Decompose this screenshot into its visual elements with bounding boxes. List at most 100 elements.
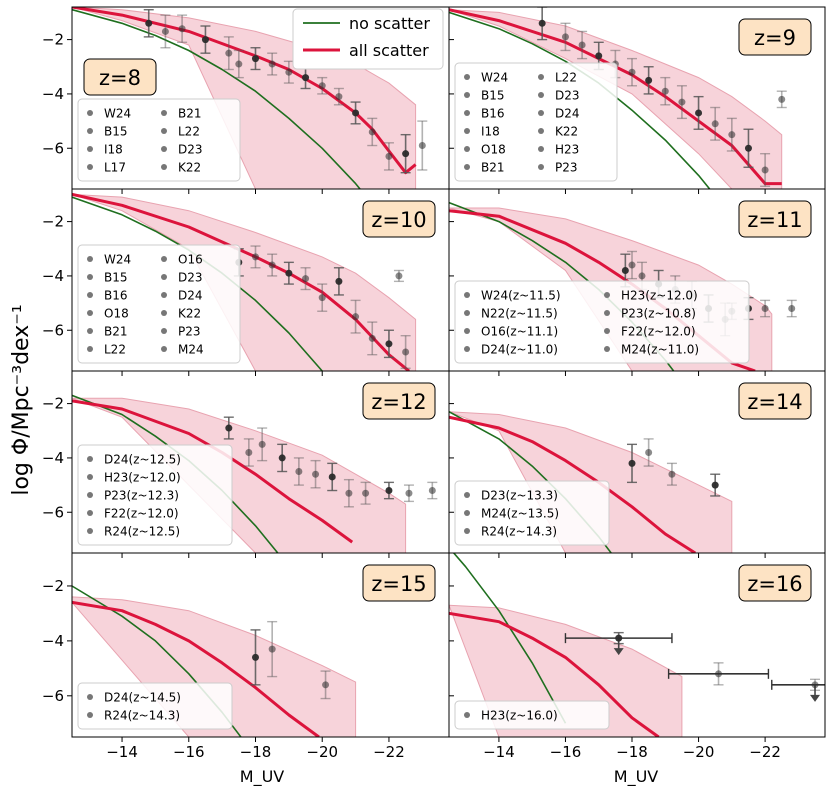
legend-marker bbox=[538, 128, 544, 134]
dataset-legend: W24 B15 I18 L17 B21 L22 D23 K22 bbox=[77, 98, 241, 182]
model-legend: no scatter all scatter bbox=[292, 8, 444, 70]
data-point bbox=[283, 60, 294, 84]
point-marker bbox=[761, 305, 769, 313]
legend-label: H23(z~16.0) bbox=[481, 709, 558, 723]
point-marker bbox=[225, 424, 233, 432]
plot-area bbox=[72, 192, 417, 371]
point-marker bbox=[318, 294, 326, 302]
data-point bbox=[393, 269, 404, 283]
no-scatter-line bbox=[72, 8, 362, 189]
point-marker bbox=[811, 681, 819, 689]
redshift-box bbox=[83, 58, 157, 96]
legend-marker bbox=[87, 110, 93, 116]
x-tick-label: −14 bbox=[106, 743, 138, 761]
data-point bbox=[710, 473, 721, 497]
legend-frame bbox=[77, 444, 233, 546]
all-scatter-line bbox=[449, 8, 782, 186]
data-point bbox=[350, 299, 361, 334]
panel-z-10: −2 −4 −6 z=10 W24 B15 B16 O18 B21 L22 O16 D23 D24 K22… bbox=[42, 188, 450, 376]
y-tick-label: −4 bbox=[42, 449, 64, 467]
point-marker bbox=[538, 19, 546, 27]
point-marker bbox=[201, 36, 209, 44]
redshift-label: z=12 bbox=[371, 390, 426, 414]
data-point bbox=[320, 670, 331, 700]
legend-marker bbox=[464, 712, 470, 718]
point-marker bbox=[621, 266, 629, 274]
data-point bbox=[771, 678, 825, 702]
legend-marker bbox=[538, 74, 544, 80]
legend-label: D24(z~11.0) bbox=[481, 343, 558, 357]
redshift-label: z=11 bbox=[747, 208, 802, 232]
legend-marker bbox=[161, 292, 167, 298]
legend-marker bbox=[538, 164, 544, 170]
legend-marker bbox=[87, 328, 93, 334]
y-axis-label: log Φ/Mpc⁻³dex⁻¹ bbox=[9, 304, 34, 495]
legend-marker bbox=[604, 292, 610, 298]
legend-marker bbox=[604, 328, 610, 334]
point-marker bbox=[352, 313, 360, 321]
x-axis-label-right: M_UV bbox=[614, 767, 659, 787]
legend-frame bbox=[77, 98, 241, 182]
data-point bbox=[643, 66, 654, 95]
legend-label: D24(z~14.5) bbox=[104, 691, 181, 705]
point-marker bbox=[335, 277, 343, 285]
legend-marker bbox=[464, 328, 470, 334]
no-scatter-line bbox=[452, 553, 567, 724]
point-marker bbox=[161, 27, 169, 35]
point-marker bbox=[661, 87, 669, 95]
legend-label: D23 bbox=[178, 271, 203, 285]
data-point bbox=[383, 142, 394, 171]
redshift-label: z=16 bbox=[747, 572, 802, 596]
panel-z-16: −14 −16 −18 −20 −22 z=16 H23(z~16.0) bbox=[448, 552, 826, 761]
data-point bbox=[666, 462, 677, 486]
data-point bbox=[360, 481, 371, 505]
data-point bbox=[760, 299, 771, 318]
legend-label: D24 bbox=[178, 289, 203, 303]
data-point bbox=[367, 117, 378, 147]
data-point bbox=[564, 631, 673, 656]
legend-marker bbox=[87, 474, 93, 480]
model-legend-label: no scatter bbox=[349, 14, 430, 33]
redshift-box bbox=[362, 382, 436, 420]
legend-marker bbox=[161, 164, 167, 170]
legend-marker bbox=[604, 310, 610, 316]
dataset-legend: W24 B15 B16 I18 O18 B21 L22 D23 D24 K22 H23 P23 bbox=[454, 62, 618, 182]
panel-z-14: z=14 D23(z~13.3) M24(z~13.5) R24(z~14.3) bbox=[448, 370, 826, 558]
panels: −2 −4 −6 z=8 W24 B15 I18 L17 B21 L22 D23 K22 z=9 W24 B… bbox=[42, 6, 826, 761]
point-marker bbox=[715, 670, 723, 678]
x-tick-label: −20 bbox=[683, 743, 715, 761]
x-tick-label: −22 bbox=[749, 743, 781, 761]
redshift-label: z=10 bbox=[371, 208, 426, 232]
legend-marker bbox=[538, 146, 544, 152]
legend-label: L22 bbox=[178, 125, 200, 139]
data-point bbox=[726, 117, 737, 152]
data-point bbox=[760, 152, 771, 187]
all-scatter-line bbox=[449, 415, 697, 553]
legend-label: B21 bbox=[104, 325, 128, 339]
data-point bbox=[676, 85, 687, 120]
y-tick-label: −4 bbox=[42, 267, 64, 285]
plot-area bbox=[72, 7, 428, 189]
legend-label: M24(z~11.0) bbox=[621, 343, 699, 357]
point-marker bbox=[362, 489, 370, 497]
legend-marker bbox=[87, 146, 93, 152]
y-tick-label: −6 bbox=[42, 321, 64, 339]
point-marker bbox=[251, 253, 259, 261]
point-marker bbox=[711, 120, 719, 128]
point-marker bbox=[178, 25, 186, 33]
data-point bbox=[537, 7, 548, 41]
redshift-label: z=15 bbox=[371, 572, 426, 596]
data-point bbox=[786, 299, 797, 318]
point-marker bbox=[561, 33, 569, 41]
legend-marker bbox=[464, 146, 470, 152]
legend-label: R24(z~14.3) bbox=[104, 709, 180, 723]
axes-labels: log Φ/Mpc⁻³dex⁻¹ M_UV M_UV bbox=[9, 304, 658, 787]
data-point bbox=[200, 25, 211, 54]
legend-marker bbox=[161, 146, 167, 152]
data-point bbox=[400, 334, 411, 369]
legend-label: M24(z~13.5) bbox=[481, 507, 559, 521]
dataset-legend: W24 B15 B16 O18 B21 L22 O16 D23 D24 K22 P23 M24 bbox=[77, 244, 241, 364]
data-point bbox=[327, 462, 338, 492]
point-marker bbox=[711, 481, 719, 489]
legend-label: L22 bbox=[104, 343, 126, 357]
